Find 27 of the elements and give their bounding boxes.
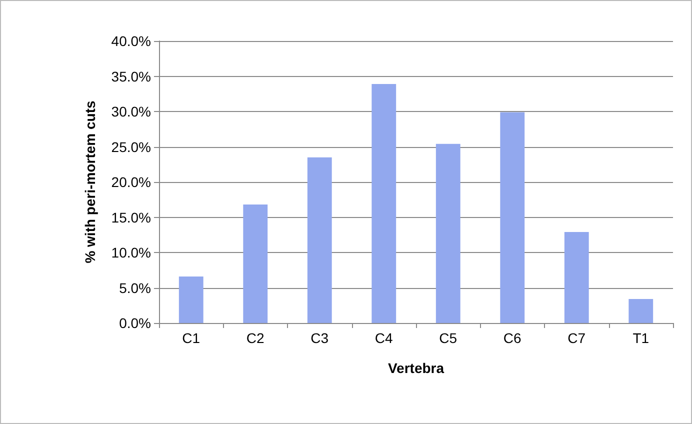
y-tick-label: 40.0% (111, 33, 151, 49)
y-tick-label: 20.0% (111, 174, 151, 190)
x-tick-label: T1 (632, 330, 650, 346)
bar (564, 232, 589, 323)
y-tick-label: 5.0% (119, 280, 151, 296)
y-tick-label: 30.0% (111, 104, 151, 120)
x-tick-label: C4 (374, 330, 394, 346)
x-tick-label: C3 (310, 330, 329, 346)
y-tick-label: 35.0% (111, 68, 151, 84)
x-tick-label: C5 (439, 330, 458, 346)
y-axis-title: % with peri-mortem cuts (82, 100, 98, 264)
x-axis-title: Vertebra (388, 360, 444, 376)
bar (372, 84, 396, 323)
x-tick-label: C6 (503, 330, 522, 346)
y-tick-label: 0.0% (119, 315, 151, 331)
y-tick-label: 15.0% (111, 209, 151, 226)
y-tick-label: 10.0% (111, 244, 151, 260)
bar (500, 112, 525, 323)
bar (243, 204, 268, 323)
y-tick-label: 25.0% (111, 138, 151, 155)
x-tick-label: C7 (568, 330, 586, 346)
bar (178, 276, 204, 323)
x-tick-label: C2 (246, 330, 265, 346)
bar (436, 144, 460, 323)
bar (628, 299, 654, 323)
bar (307, 157, 332, 323)
x-tick-label: C1 (182, 330, 200, 346)
